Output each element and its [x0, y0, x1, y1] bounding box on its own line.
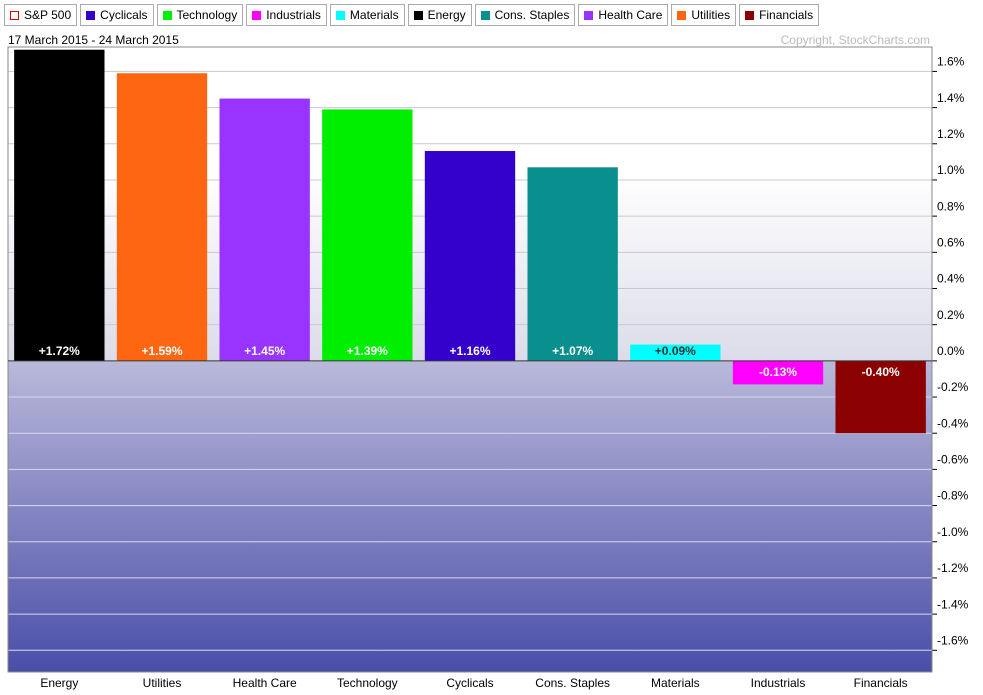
- y-tick-label: 1.2%: [937, 127, 965, 141]
- x-tick-label: Utilities: [143, 676, 182, 690]
- legend-label: Financials: [759, 8, 814, 22]
- y-tick-label: -1.2%: [937, 561, 969, 575]
- value-label: +1.59%: [141, 344, 182, 358]
- value-label: +1.07%: [552, 344, 593, 358]
- legend-button[interactable]: Cyclicals: [80, 4, 154, 26]
- legend-swatch: [677, 10, 687, 20]
- legend-button[interactable]: Industrials: [246, 4, 327, 26]
- y-tick-label: 0.8%: [937, 199, 965, 213]
- legend-label: Health Care: [598, 8, 663, 22]
- legend-label: Cyclicals: [100, 8, 148, 22]
- legend-label: Materials: [349, 8, 399, 22]
- y-tick-label: 1.4%: [937, 91, 965, 105]
- y-tick-label: 0.6%: [937, 235, 965, 249]
- x-tick-label: Cyclicals: [446, 676, 493, 690]
- x-tick-label: Health Care: [233, 676, 297, 690]
- y-tick-label: -1.4%: [937, 597, 969, 611]
- legend-label: Cons. Staples: [494, 8, 570, 22]
- y-tick-label: -0.4%: [937, 416, 969, 430]
- legend-swatch: [335, 10, 345, 20]
- legend-label: Utilities: [691, 8, 731, 22]
- legend-button[interactable]: Materials: [329, 4, 405, 26]
- bar: [527, 167, 618, 361]
- value-label: +1.39%: [347, 344, 388, 358]
- legend-button[interactable]: Energy: [407, 4, 472, 26]
- legend-button[interactable]: Financials: [739, 4, 820, 26]
- value-label: +0.09%: [655, 344, 696, 358]
- bar: [116, 73, 208, 361]
- legend-label: Technology: [176, 8, 238, 22]
- y-tick-label: 0.2%: [937, 308, 965, 322]
- value-label: +1.45%: [244, 344, 285, 358]
- bar: [424, 151, 516, 361]
- bar: [835, 360, 926, 434]
- x-tick-label: Cons. Staples: [535, 676, 610, 690]
- value-label: +1.72%: [39, 344, 80, 358]
- y-tick-label: 1.6%: [937, 55, 965, 69]
- legend-swatch: [10, 10, 19, 20]
- legend-swatch: [413, 10, 423, 20]
- copyright: Copyright, StockCharts.com: [781, 33, 930, 47]
- x-tick-label: Materials: [651, 676, 700, 690]
- y-tick-label: -0.2%: [937, 380, 969, 394]
- y-tick-label: 0.0%: [937, 344, 965, 358]
- legend-swatch: [480, 10, 490, 20]
- legend-swatch: [86, 10, 96, 20]
- legend: S&P 500 Cyclicals Technology Industrials Mat…: [4, 4, 820, 26]
- legend-label: Energy: [427, 8, 466, 22]
- x-tick-label: Energy: [40, 676, 78, 690]
- y-tick-label: -1.6%: [937, 633, 969, 647]
- bar: [14, 49, 105, 361]
- value-label: +1.16%: [449, 344, 490, 358]
- x-tick-label: Industrials: [751, 676, 806, 690]
- x-tick-label: Technology: [337, 676, 398, 690]
- legend-button[interactable]: S&P 500: [4, 4, 78, 26]
- subtitle: 17 March 2015 - 24 March 2015: [8, 33, 179, 47]
- y-tick-label: -1.0%: [937, 525, 969, 539]
- legend-button[interactable]: Health Care: [578, 4, 669, 26]
- legend-label: S&P 500: [24, 8, 72, 22]
- bar: [630, 344, 721, 361]
- legend-button[interactable]: Cons. Staples: [474, 4, 576, 26]
- y-tick-label: 0.4%: [937, 272, 965, 286]
- plot-bg-lower: [8, 360, 932, 672]
- legend-swatch: [162, 10, 172, 20]
- value-label: -0.13%: [759, 365, 797, 379]
- legend-label: Industrials: [266, 8, 321, 22]
- bar: [219, 98, 310, 361]
- legend-button[interactable]: Technology: [156, 4, 244, 26]
- y-tick-label: -0.8%: [937, 489, 969, 503]
- y-tick-label: 1.0%: [937, 163, 965, 177]
- plot-frame: [7, 46, 933, 673]
- legend-swatch: [745, 10, 755, 20]
- legend-swatch: [584, 10, 594, 20]
- legend-button[interactable]: Utilities: [671, 4, 737, 26]
- x-tick-label: Financials: [854, 676, 908, 690]
- legend-swatch: [252, 10, 262, 20]
- bar: [322, 109, 413, 361]
- bar: [732, 360, 824, 385]
- value-label: -0.40%: [862, 365, 900, 379]
- y-tick-label: -0.6%: [937, 453, 969, 467]
